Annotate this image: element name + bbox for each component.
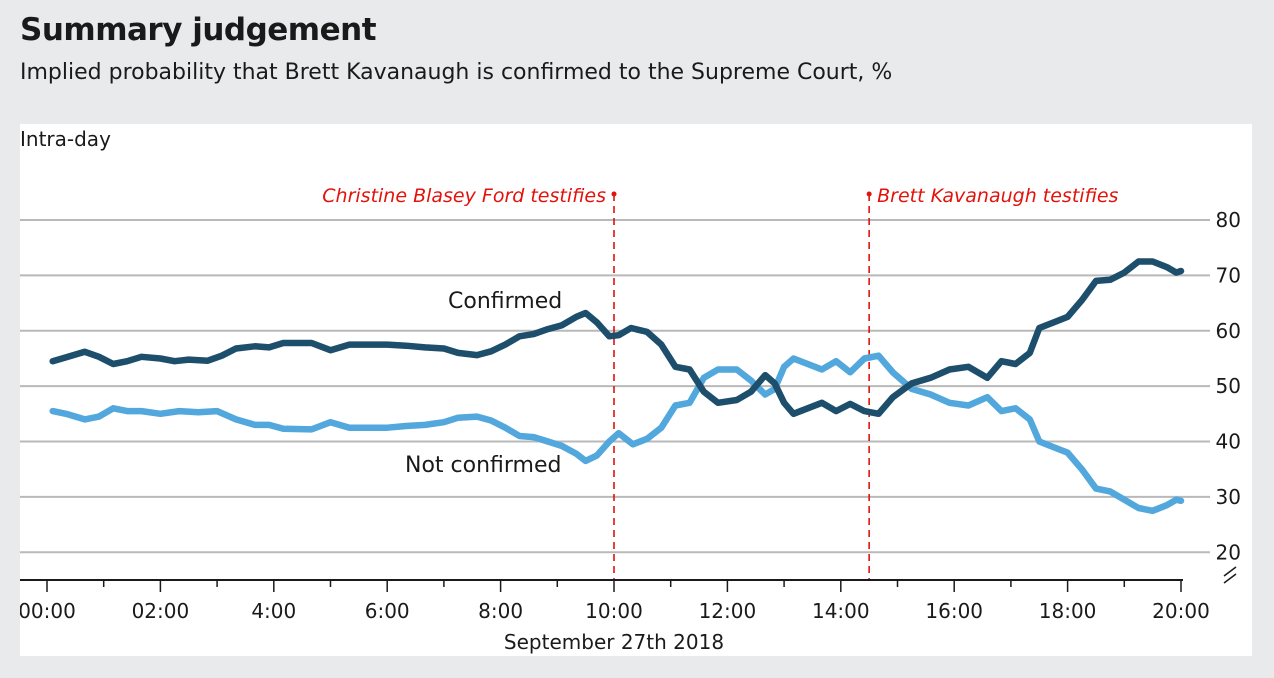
- x-tick-label: 18:00: [1039, 599, 1097, 623]
- y-tick-label-60: 60: [1216, 319, 1241, 343]
- chart-title: Summary judgement: [20, 12, 377, 48]
- line-chart: Intra-day Christine Blasey Ford testifie…: [20, 127, 1241, 654]
- x-tick-label: 14:00: [812, 599, 870, 623]
- x-tick-label: 02:00: [132, 599, 190, 623]
- x-axis: 00:00 02:00 4:00 6:00 8:00 10:00 12:00 14:00 16:…: [20, 579, 1210, 623]
- event-label-0: Christine Blasey Ford testifies: [322, 185, 606, 207]
- event-dot-0: [611, 191, 617, 197]
- series-line-confirmed: [49, 258, 1185, 418]
- x-tick-label: 10:00: [585, 599, 643, 623]
- y-tick-label-20: 20: [1216, 540, 1241, 564]
- y-axis: 20 30 40 50 60 70 80: [1216, 208, 1241, 584]
- x-tick-label: 20:00: [1152, 599, 1210, 623]
- chart-subtitle: Implied probability that Brett Kavanaugh…: [20, 60, 893, 85]
- x-axis-title: September 27th 2018: [504, 630, 724, 654]
- series-label-not-confirmed: Not confirmed: [405, 453, 561, 478]
- series-label-confirmed: Confirmed: [448, 289, 562, 314]
- y-tick-label-50: 50: [1216, 374, 1241, 398]
- gridlines: [20, 219, 1210, 554]
- y-tick-label-70: 70: [1216, 263, 1241, 287]
- axis-break-icon: [1223, 566, 1237, 584]
- chart-panel: Intra-day Christine Blasey Ford testifie…: [20, 124, 1252, 656]
- y-tick-label-80: 80: [1216, 208, 1241, 232]
- x-tick-label: 8:00: [478, 599, 523, 623]
- series-line-not-confirmed: [49, 352, 1185, 515]
- x-tick-label: 4:00: [251, 599, 296, 623]
- x-tick-label: 6:00: [365, 599, 410, 623]
- x-tick-label: 00:00: [20, 599, 76, 623]
- event-annotations: Christine Blasey Ford testifies Brett Kav…: [322, 185, 1119, 580]
- event-dot-1: [866, 191, 872, 197]
- event-label-1: Brett Kavanaugh testifies: [877, 185, 1118, 207]
- panel-label: Intra-day: [20, 127, 111, 151]
- x-tick-label: 12:00: [699, 599, 757, 623]
- y-tick-label-30: 30: [1216, 485, 1241, 509]
- x-tick-label: 16:00: [925, 599, 983, 623]
- series-lines: [49, 258, 1185, 515]
- y-tick-label-40: 40: [1216, 430, 1241, 454]
